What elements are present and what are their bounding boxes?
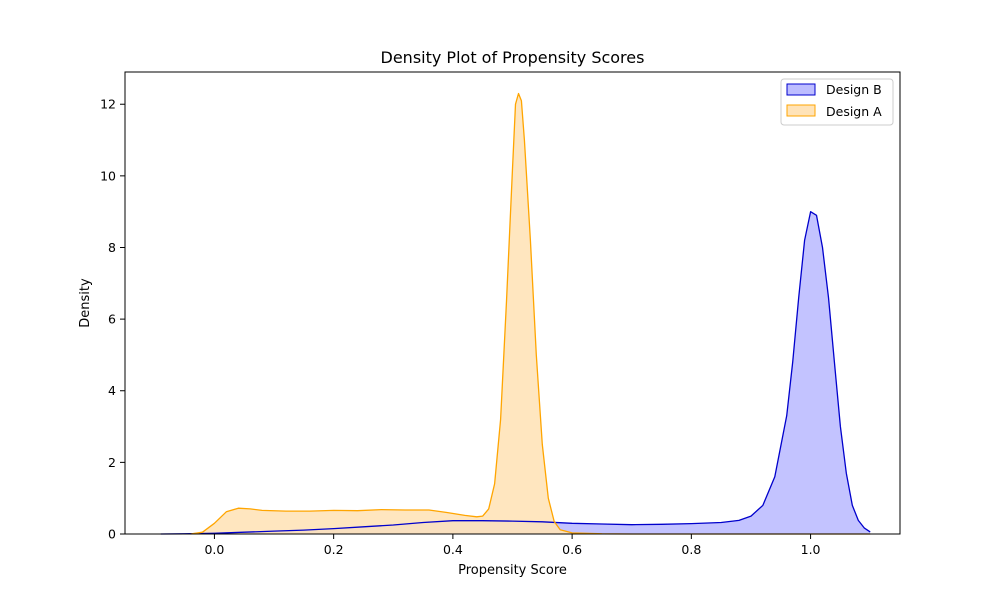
x-tick-label: 0.0 xyxy=(204,542,224,557)
x-tick-label: 0.8 xyxy=(681,542,701,557)
y-tick-label: 10 xyxy=(100,168,116,183)
density-line-design-b xyxy=(160,211,871,535)
density-line-design-a xyxy=(190,92,871,535)
y-tick-label: 8 xyxy=(108,240,116,255)
y-tick-label: 2 xyxy=(108,455,116,470)
series-fills xyxy=(160,93,871,534)
series-lines xyxy=(160,92,871,535)
x-tick-label: 0.4 xyxy=(443,542,463,557)
y-tick-label: 6 xyxy=(108,312,116,327)
density-area-design-b xyxy=(160,211,871,534)
legend: Design B Design A xyxy=(780,78,894,126)
x-tick-label: 1.0 xyxy=(801,542,821,557)
x-tick-label: 0.2 xyxy=(324,542,344,557)
legend-swatch-design-a xyxy=(786,104,816,117)
plot-frame xyxy=(124,71,901,535)
y-tick-label: 4 xyxy=(108,383,116,398)
x-axis-label: Propensity Score xyxy=(458,563,567,578)
y-axis-label: Density xyxy=(78,278,93,328)
legend-swatch-design-b xyxy=(786,83,816,96)
x-axis-ticks: 0.0 0.2 0.4 0.6 0.8 1.0 xyxy=(204,534,821,557)
density-area-design-a xyxy=(190,93,871,534)
y-axis-ticks: 0 2 4 6 8 10 12 xyxy=(100,97,125,542)
y-tick-label: 0 xyxy=(108,527,116,542)
y-tick-label: 12 xyxy=(100,97,116,112)
legend-label-design-a: Design A xyxy=(826,104,882,119)
legend-label-design-b: Design B xyxy=(826,82,882,97)
chart-title: Density Plot of Propensity Scores xyxy=(381,48,645,67)
x-tick-label: 0.6 xyxy=(562,542,582,557)
